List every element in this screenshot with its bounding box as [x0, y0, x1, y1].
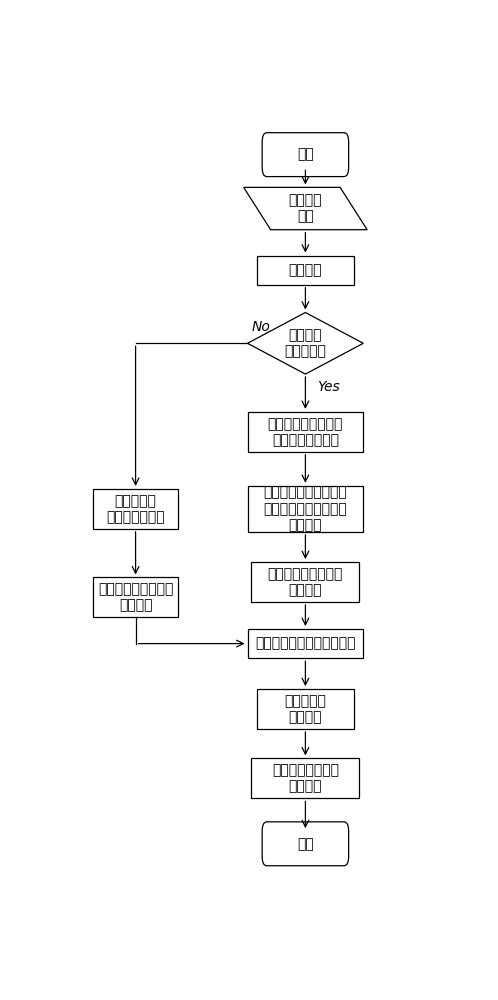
Text: 常规调节: 常规调节 [289, 263, 322, 277]
Bar [257, 256, 354, 285]
Text: 计算调度计划个体
的适应度: 计算调度计划个体 的适应度 [272, 763, 339, 793]
Text: 得到最优储
放热计划: 得到最优储 放热计划 [284, 694, 326, 724]
FancyBboxPatch shape [262, 822, 349, 866]
FancyBboxPatch shape [262, 133, 349, 177]
Text: 储热装置
违反限定？: 储热装置 违反限定？ [284, 328, 326, 358]
Bar [251, 758, 360, 798]
Text: 在调节裕度内调节其他
机组出力，形成储放热
计划种群: 在调节裕度内调节其他 机组出力，形成储放热 计划种群 [263, 486, 347, 532]
Text: 计算满足爬坡约束下
的上、下调节裕度: 计算满足爬坡约束下 的上、下调节裕度 [268, 417, 343, 447]
Text: No: No [251, 320, 270, 334]
Text: 产生储放热
计划的初始种群: 产生储放热 计划的初始种群 [106, 494, 165, 524]
Bar [248, 486, 364, 532]
Bar [257, 689, 354, 729]
Polygon shape [244, 187, 367, 230]
Text: 计算储放热计划种群
的适应度: 计算储放热计划种群 的适应度 [98, 582, 173, 612]
Bar [251, 562, 360, 602]
Text: 开始: 开始 [297, 148, 314, 162]
Bar [248, 412, 364, 452]
Bar [93, 489, 178, 529]
Text: 输入种群
数据: 输入种群 数据 [289, 193, 322, 224]
Text: 计算储放热计划种群
的适应度: 计算储放热计划种群 的适应度 [268, 567, 343, 597]
Text: 得到修改后的调度计划个体: 得到修改后的调度计划个体 [255, 637, 356, 651]
Text: 结束: 结束 [297, 837, 314, 851]
Bar [248, 629, 364, 658]
Text: Yes: Yes [317, 380, 340, 394]
Polygon shape [248, 312, 364, 374]
Bar [93, 577, 178, 617]
